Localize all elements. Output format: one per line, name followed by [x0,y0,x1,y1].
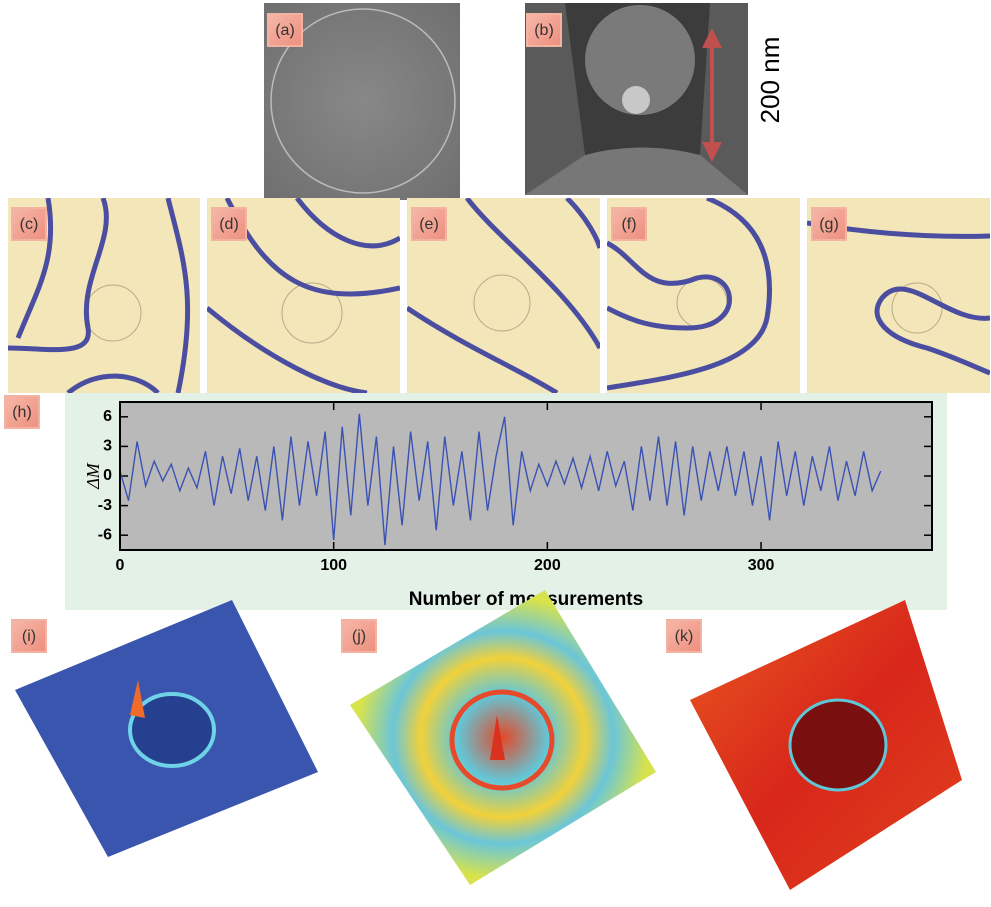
figure: 200 nm -6-30360100200300Number of measur… [0,0,991,902]
plot-area [120,402,932,550]
scale-label: 200 nm [755,37,785,124]
y-tick-label: 0 [103,467,112,484]
panel-label: (i) [22,628,36,645]
x-tick-label: 300 [748,557,775,574]
panel-label: (j) [352,628,366,645]
y-tick-label: 3 [103,438,112,455]
panel-label: (c) [20,216,39,233]
panel-label: (b) [534,22,554,39]
panel-label: (f) [621,216,636,233]
x-tick-label: 200 [534,557,561,574]
y-tick-label: -6 [98,526,112,543]
x-tick-label: 100 [320,557,347,574]
panel-j-image [350,590,656,885]
panel-i-image [15,600,318,857]
panel-label: (h) [12,404,32,421]
x-tick-label: 0 [116,557,125,574]
y-tick-label: 6 [103,408,112,425]
panel-label: (g) [819,216,839,233]
panel-label: (e) [419,216,439,233]
y-axis-label: ΔM [83,462,103,490]
panel-label: (a) [275,22,295,39]
panel-label: (d) [219,216,239,233]
panel-k-image [690,600,962,890]
y-tick-label: -3 [98,497,112,514]
panel-label: (k) [675,628,694,645]
